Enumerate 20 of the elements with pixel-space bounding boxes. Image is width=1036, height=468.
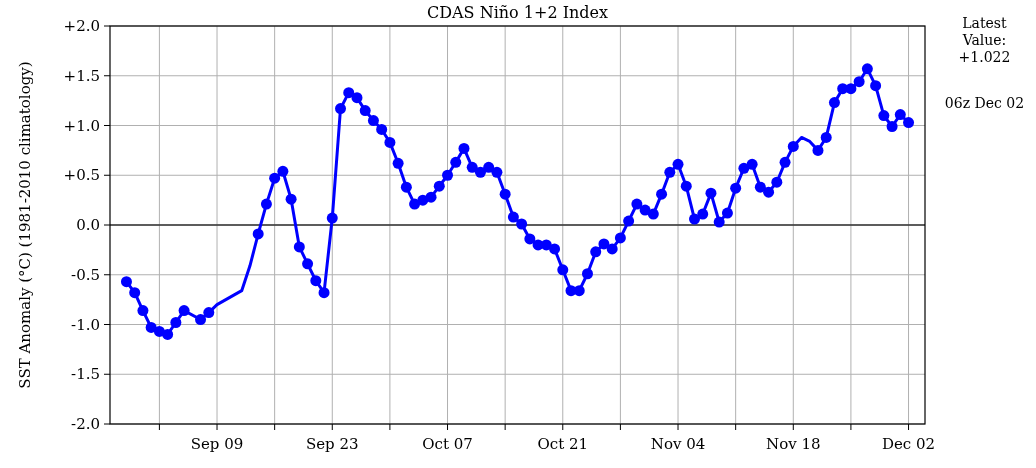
text: Latest Value: +1.022 — [958, 15, 1011, 65]
y-tick-label: -1.5 — [71, 365, 100, 384]
y-tick-label: -1.0 — [71, 315, 100, 334]
x-tick-label: Sep 23 — [305, 435, 359, 453]
x-tick-label: Sep 09 — [190, 435, 244, 453]
y-tick-label: 0.0 — [76, 216, 100, 234]
y-tick-label: +1.5 — [63, 66, 100, 85]
y-tick-label: +0.5 — [63, 166, 100, 185]
y-tick-label: -2.0 — [71, 415, 100, 433]
y-tick-label: +2.0 — [63, 17, 100, 35]
chart-title: CDAS Niño 1+2 Index — [426, 3, 609, 22]
x-tick-label: Oct 07 — [422, 435, 473, 453]
x-tick-label: Nov 18 — [766, 435, 821, 453]
y-axis-title: SST Anomaly (°C) (1981-2010 climatology) — [16, 61, 34, 389]
x-tick-label: Nov 04 — [650, 435, 706, 453]
text: 06z Dec 02 — [944, 95, 1025, 111]
y-tick-label: +1.0 — [63, 116, 100, 135]
x-tick-label: Dec 02 — [881, 435, 936, 453]
y-tick-label: -0.5 — [71, 265, 100, 284]
x-tick-label: Oct 21 — [537, 435, 589, 453]
